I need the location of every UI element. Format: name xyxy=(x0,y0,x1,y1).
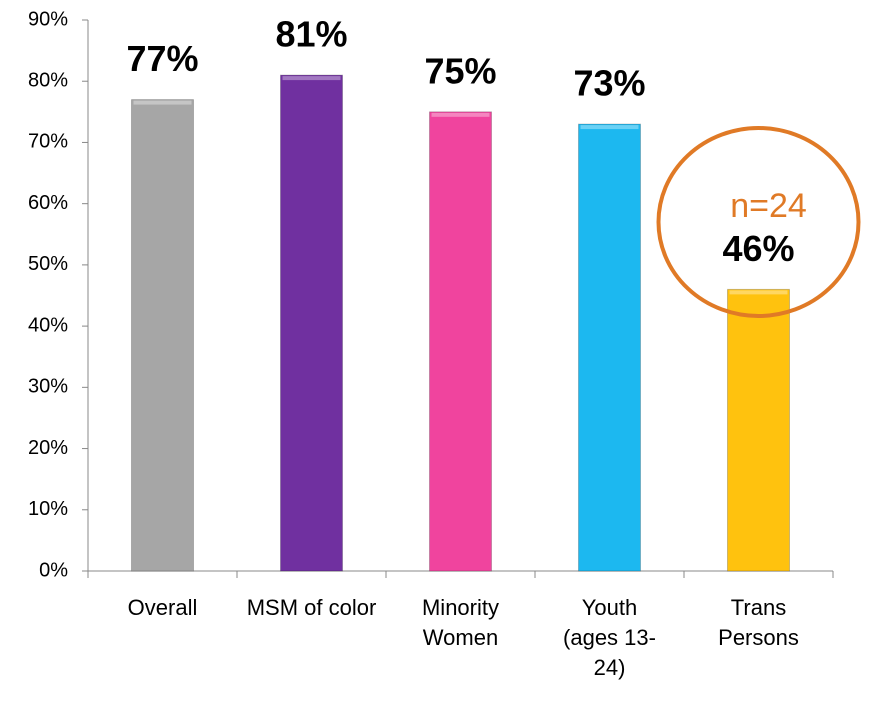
y-tick-label: 70% xyxy=(28,131,68,153)
y-tick-label: 90% xyxy=(28,8,68,30)
bar xyxy=(578,123,641,572)
annotation-circle xyxy=(656,126,861,318)
y-tick-label: 60% xyxy=(28,192,68,214)
x-tick-label: Youth (ages 13-24) xyxy=(563,595,656,680)
y-tick-label: 20% xyxy=(28,437,68,459)
y-tick-label: 40% xyxy=(28,314,68,336)
y-tick-label: 30% xyxy=(28,376,68,398)
value-label: 73% xyxy=(573,63,645,104)
annotation: n=24 xyxy=(730,187,807,225)
x-tick-label: Minority Women xyxy=(421,595,499,650)
bar-highlight xyxy=(431,112,490,117)
value-label: 81% xyxy=(275,14,347,55)
y-tick-label: 0% xyxy=(39,559,68,581)
x-tick-label: Trans Persons xyxy=(718,595,799,650)
y-tick-label: 80% xyxy=(28,70,68,92)
x-tick-label: Overall xyxy=(127,595,198,620)
bar-highlight xyxy=(133,100,192,105)
y-tick-label: 10% xyxy=(28,498,68,520)
value-label: 75% xyxy=(424,50,496,91)
bar xyxy=(727,288,790,572)
bar-highlight xyxy=(282,76,341,81)
bar xyxy=(280,74,343,572)
bar xyxy=(429,111,492,572)
bar-highlight xyxy=(729,290,788,295)
y-tick-label: 50% xyxy=(28,253,68,275)
value-label: 77% xyxy=(126,38,198,79)
x-tick-label: MSM of color xyxy=(246,595,377,620)
bar xyxy=(131,99,194,572)
value-label: 46% xyxy=(722,228,794,269)
bar-highlight xyxy=(580,125,639,130)
